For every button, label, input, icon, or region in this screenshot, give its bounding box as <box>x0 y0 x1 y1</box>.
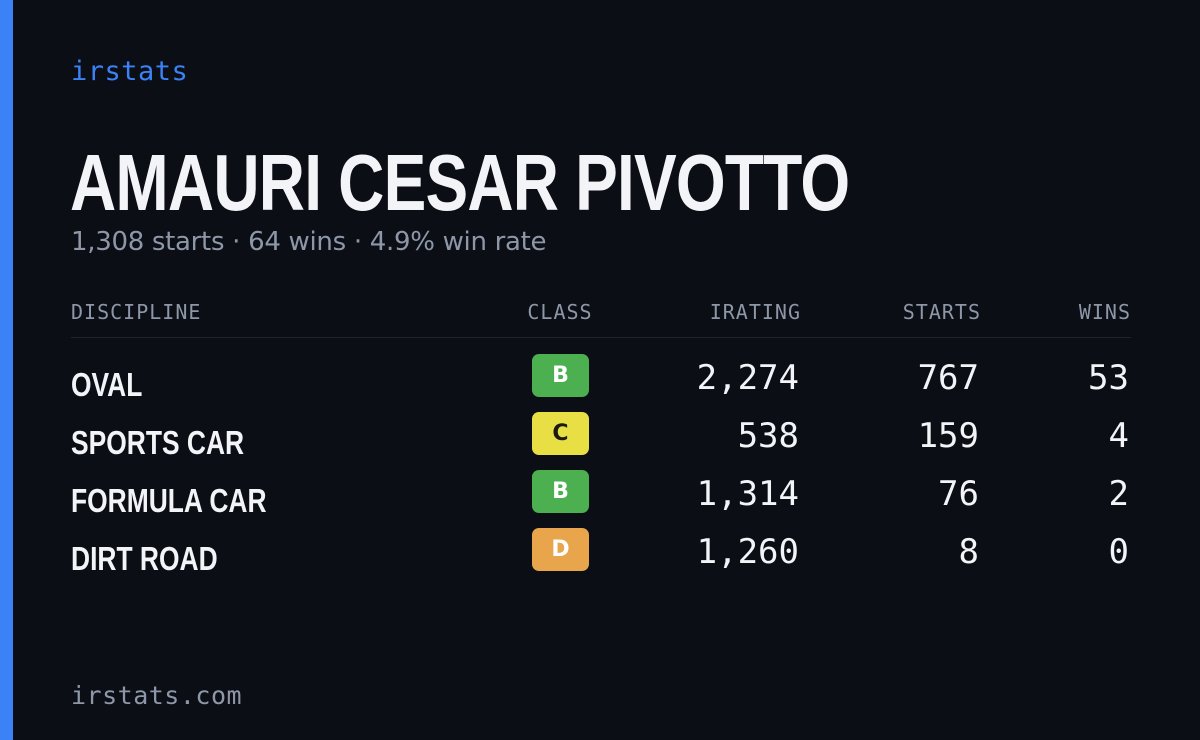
discipline-name: SPORTS CAR <box>71 424 245 461</box>
driver-summary: 1,308 starts · 64 wins · 4.9% win rate <box>71 227 547 257</box>
starts-value: 767 <box>917 358 979 398</box>
footer-url: irstats.com <box>71 681 243 710</box>
table-row: FORMULA CAR B 1,314 76 2 <box>71 468 1131 526</box>
irating-value: 2,274 <box>696 358 799 398</box>
class-badge: D <box>532 528 589 571</box>
header-irating: IRATING <box>709 300 801 324</box>
class-badge: B <box>532 470 589 513</box>
discipline-name: FORMULA CAR <box>71 482 267 519</box>
table-body: OVAL B 2,274 767 53 SPORTS CAR C 538 159… <box>71 352 1131 584</box>
irating-value: 1,314 <box>696 474 799 514</box>
class-badge: B <box>532 354 589 397</box>
starts-value: 76 <box>938 474 979 514</box>
starts-value: 159 <box>917 416 979 456</box>
table-row: OVAL B 2,274 767 53 <box>71 352 1131 410</box>
wins-value: 2 <box>1108 474 1129 514</box>
irating-value: 538 <box>737 416 799 456</box>
discipline-name: DIRT ROAD <box>71 540 218 577</box>
class-badge: C <box>532 412 589 455</box>
header-class: CLASS <box>527 300 593 324</box>
brand-logo: irstats <box>71 56 189 87</box>
table-header: DISCIPLINE CLASS IRATING STARTS WINS <box>71 300 1131 328</box>
wins-value: 0 <box>1108 532 1129 572</box>
wins-value: 53 <box>1088 358 1129 398</box>
table-row: SPORTS CAR C 538 159 4 <box>71 410 1131 468</box>
table-row: DIRT ROAD D 1,260 8 0 <box>71 526 1131 584</box>
driver-name: AMAURI CESAR PIVOTTO <box>70 138 850 227</box>
header-discipline: DISCIPLINE <box>71 300 202 324</box>
irating-value: 1,260 <box>696 532 799 572</box>
starts-value: 8 <box>958 532 979 572</box>
accent-bar <box>0 0 13 740</box>
header-wins: WINS <box>1078 300 1131 324</box>
header-divider <box>71 337 1131 338</box>
wins-value: 4 <box>1108 416 1129 456</box>
header-starts: STARTS <box>902 300 981 324</box>
discipline-name: OVAL <box>71 366 143 403</box>
